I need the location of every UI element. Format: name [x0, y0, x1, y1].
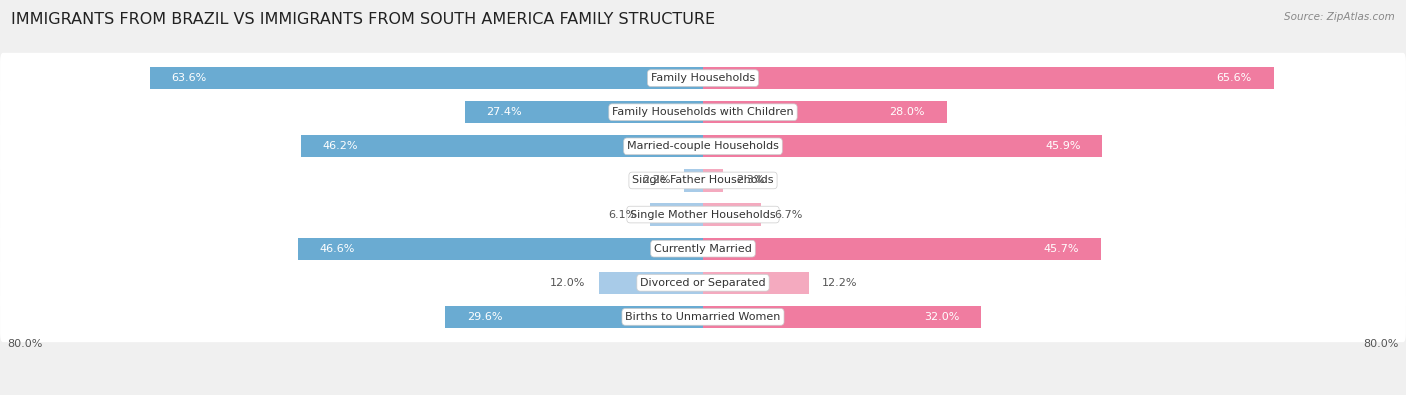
- Bar: [703, 306, 981, 328]
- FancyBboxPatch shape: [0, 121, 1406, 171]
- Text: 29.6%: 29.6%: [467, 312, 503, 322]
- Text: 2.2%: 2.2%: [643, 175, 671, 185]
- Bar: [149, 67, 703, 89]
- Text: 27.4%: 27.4%: [486, 107, 522, 117]
- FancyBboxPatch shape: [0, 155, 1406, 206]
- Text: 46.6%: 46.6%: [319, 244, 354, 254]
- Text: 45.9%: 45.9%: [1045, 141, 1081, 151]
- Text: 28.0%: 28.0%: [890, 107, 925, 117]
- Text: Currently Married: Currently Married: [654, 244, 752, 254]
- Text: 63.6%: 63.6%: [172, 73, 207, 83]
- Text: 6.1%: 6.1%: [609, 210, 637, 220]
- Text: Divorced or Separated: Divorced or Separated: [640, 278, 766, 288]
- Text: Family Households with Children: Family Households with Children: [612, 107, 794, 117]
- Text: 80.0%: 80.0%: [1364, 339, 1399, 348]
- Bar: [298, 237, 703, 260]
- Bar: [703, 67, 1274, 89]
- Text: 45.7%: 45.7%: [1043, 244, 1078, 254]
- FancyBboxPatch shape: [0, 224, 1406, 274]
- Text: 65.6%: 65.6%: [1216, 73, 1251, 83]
- Text: 2.3%: 2.3%: [737, 175, 765, 185]
- Text: 80.0%: 80.0%: [7, 339, 42, 348]
- Bar: [703, 272, 808, 294]
- Bar: [464, 101, 703, 123]
- Text: 6.7%: 6.7%: [775, 210, 803, 220]
- Text: 46.2%: 46.2%: [323, 141, 359, 151]
- Bar: [703, 203, 761, 226]
- FancyBboxPatch shape: [0, 189, 1406, 240]
- Bar: [683, 169, 703, 192]
- Text: Single Father Households: Single Father Households: [633, 175, 773, 185]
- Bar: [599, 272, 703, 294]
- Text: 12.0%: 12.0%: [550, 278, 585, 288]
- Text: Births to Unmarried Women: Births to Unmarried Women: [626, 312, 780, 322]
- Bar: [703, 169, 723, 192]
- Text: IMMIGRANTS FROM BRAZIL VS IMMIGRANTS FROM SOUTH AMERICA FAMILY STRUCTURE: IMMIGRANTS FROM BRAZIL VS IMMIGRANTS FRO…: [11, 12, 716, 27]
- FancyBboxPatch shape: [0, 87, 1406, 137]
- FancyBboxPatch shape: [0, 292, 1406, 342]
- Text: 12.2%: 12.2%: [823, 278, 858, 288]
- Text: Married-couple Households: Married-couple Households: [627, 141, 779, 151]
- Bar: [650, 203, 703, 226]
- Bar: [301, 135, 703, 158]
- Text: Family Households: Family Households: [651, 73, 755, 83]
- Bar: [703, 237, 1101, 260]
- Bar: [703, 101, 946, 123]
- Text: Single Mother Households: Single Mother Households: [630, 210, 776, 220]
- Text: 32.0%: 32.0%: [924, 312, 960, 322]
- FancyBboxPatch shape: [0, 258, 1406, 308]
- FancyBboxPatch shape: [0, 53, 1406, 103]
- Bar: [446, 306, 703, 328]
- Bar: [703, 135, 1102, 158]
- Text: Source: ZipAtlas.com: Source: ZipAtlas.com: [1284, 12, 1395, 22]
